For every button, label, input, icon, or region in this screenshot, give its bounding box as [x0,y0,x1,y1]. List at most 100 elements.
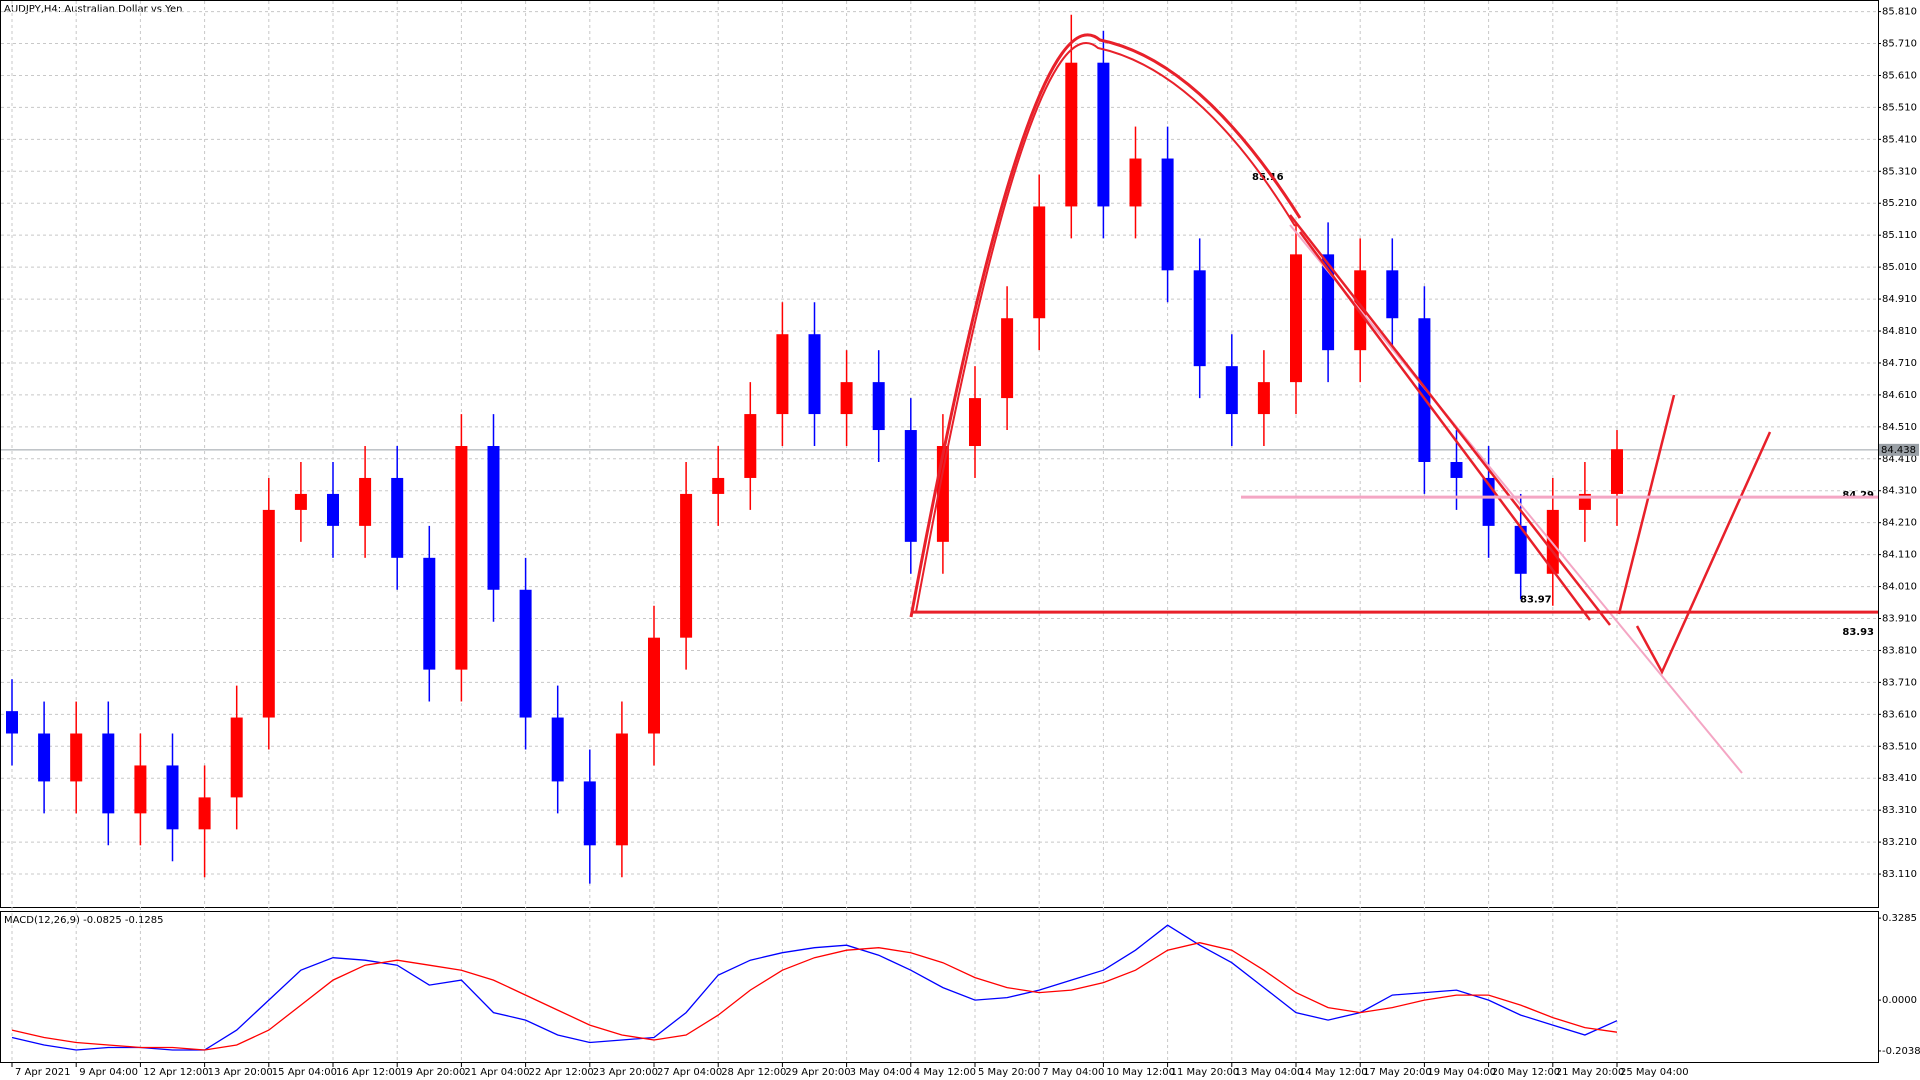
candle-body [1450,461,1463,478]
candle-body [1611,449,1623,494]
y-tick-label: 85.210 [1882,198,1917,209]
macd-line [11,924,1618,1051]
x-tick-label: 19 Apr 20:00 [400,1067,465,1078]
candle-body [423,557,436,670]
y-tick-label: 0.0000 [1882,995,1917,1006]
y-tick-label: 84.910 [1882,294,1917,305]
y-tick-label: 85.110 [1882,230,1917,241]
candle-body [615,733,628,846]
candle-body [1097,62,1110,207]
candle-body [38,733,51,782]
x-tick-label: 25 May 04:00 [1620,1067,1689,1078]
candle-body [294,493,307,510]
candle-body [198,797,211,830]
x-tick-label: 27 Apr 04:00 [657,1067,722,1078]
x-tick-label: 21 Apr 04:00 [464,1067,529,1078]
candle-body [487,446,500,590]
projection-line [1617,394,1676,615]
y-tick-label: 84.110 [1882,550,1917,561]
candle-body [680,493,693,638]
candle-body [1546,509,1559,574]
candle-body [1161,158,1174,271]
x-tick-label: 13 May 04:00 [1235,1067,1304,1078]
candle-body [327,493,339,526]
candle-body [1514,525,1527,574]
x-tick-label: 5 May 20:00 [978,1067,1040,1078]
x-tick-label: 17 May 20:00 [1363,1067,1432,1078]
x-tick-label: 16 Apr 12:00 [336,1067,401,1078]
y-tick-label: 83.610 [1882,709,1917,720]
y-tick-label: 84.610 [1882,390,1917,401]
y-tick-label: 84.210 [1882,518,1917,529]
x-tick-label: 9 Apr 04:00 [79,1067,138,1078]
level-label: 83.93 [1842,627,1874,638]
candle-body [359,477,372,526]
candle-body [1001,318,1014,399]
candle-body [1257,382,1270,415]
annotation: 83.97 [1520,594,1552,605]
x-tick-label: 7 Apr 2021 [15,1067,70,1078]
annotation: 85.16 [1252,172,1284,183]
candle-body [808,334,821,415]
candle-body [6,711,18,734]
x-tick-label: 12 Apr 12:00 [143,1067,208,1078]
y-tick-label: 84.810 [1882,326,1917,337]
macd-panel-frame [0,911,1879,1063]
x-tick-label: 29 Apr 20:00 [785,1067,850,1078]
x-tick-label: 23 Apr 20:00 [593,1067,658,1078]
price-panel-frame [0,0,1879,908]
y-tick-label: 84.310 [1882,486,1917,497]
candle-body [1322,254,1335,351]
chart-title: AUDJPY,H4: Australian Dollar vs Yen [4,4,182,15]
candle-body [744,414,757,478]
projection-line [1289,224,1743,774]
projection-line [1635,431,1772,675]
candle-body [872,382,885,431]
x-tick-label: 11 May 20:00 [1171,1067,1240,1078]
candle-body [969,398,981,447]
channel-line [1289,214,1611,626]
candle-body [1129,158,1142,207]
candle-body [551,717,564,782]
drawing-objects [909,33,1878,774]
y-tick-label: 83.810 [1882,645,1917,656]
candle-body [840,382,853,415]
candle-body [166,765,179,830]
candle-body [391,477,404,558]
candle-body [70,733,83,782]
candle-body [455,446,468,670]
y-tick-label: 84.410 [1882,454,1917,465]
macd-line [11,942,1618,1051]
x-tick-label: 3 May 04:00 [850,1067,912,1078]
candle-body [1418,318,1431,462]
candle-body [1386,270,1399,319]
x-tick-label: 15 Apr 04:00 [272,1067,337,1078]
candle-body [102,733,115,814]
y-tick-label: 83.310 [1882,805,1917,816]
x-tick-label: 7 May 04:00 [1042,1067,1104,1078]
candle-body [519,589,532,718]
arc [909,33,1302,618]
y-tick-label: 85.310 [1882,166,1917,177]
candle-body [1193,270,1206,367]
x-tick-label: 13 Apr 20:00 [208,1067,273,1078]
y-tick-label: 83.210 [1882,837,1917,848]
x-tick-label: 19 May 04:00 [1427,1067,1496,1078]
y-tick-label: 85.410 [1882,134,1917,145]
x-tick-label: 4 May 12:00 [914,1067,976,1078]
y-tick-label: 85.710 [1882,39,1917,50]
candle-body [583,781,596,846]
candle-body [1033,206,1046,319]
y-tick-label: -0.2038 [1882,1046,1920,1057]
y-tick-label: 84.710 [1882,358,1917,369]
x-tick-label: 10 May 12:00 [1106,1067,1175,1078]
y-tick-label: 84.510 [1882,422,1917,433]
arc [915,42,1296,613]
x-tick-label: 14 May 12:00 [1299,1067,1368,1078]
last-price-box [1879,443,1919,456]
y-tick-label: 83.710 [1882,677,1917,688]
candle-body [1290,254,1302,383]
y-tick-label: 85.610 [1882,70,1917,81]
